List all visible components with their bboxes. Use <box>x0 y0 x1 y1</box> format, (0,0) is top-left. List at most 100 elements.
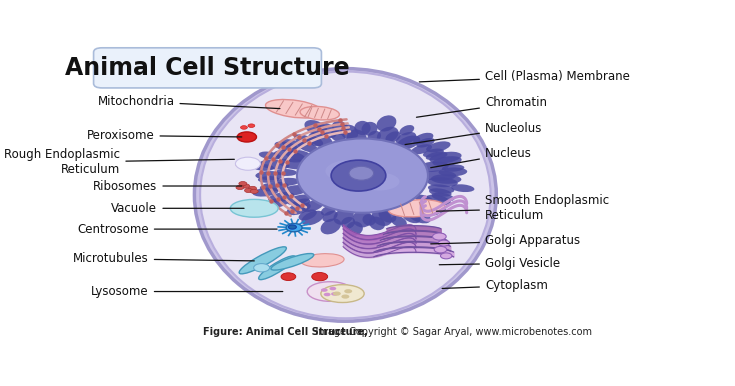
Ellipse shape <box>331 121 349 135</box>
Ellipse shape <box>387 204 404 216</box>
Ellipse shape <box>258 176 279 183</box>
Ellipse shape <box>259 256 295 280</box>
Ellipse shape <box>287 203 311 215</box>
Ellipse shape <box>304 120 327 136</box>
Ellipse shape <box>321 285 364 303</box>
Circle shape <box>236 163 244 167</box>
Ellipse shape <box>427 177 458 187</box>
Ellipse shape <box>385 131 401 143</box>
Ellipse shape <box>431 174 462 184</box>
Ellipse shape <box>194 69 496 321</box>
Ellipse shape <box>309 132 333 148</box>
FancyBboxPatch shape <box>93 48 321 88</box>
Text: Microtubules: Microtubules <box>73 252 254 265</box>
Ellipse shape <box>334 208 354 225</box>
Circle shape <box>434 246 447 253</box>
Ellipse shape <box>419 205 439 215</box>
Text: Rough Endoplasmic
Reticulum: Rough Endoplasmic Reticulum <box>4 148 234 176</box>
Text: Lysosome: Lysosome <box>91 285 283 298</box>
Circle shape <box>384 160 395 166</box>
Ellipse shape <box>271 254 314 270</box>
Text: Nucleus: Nucleus <box>431 147 532 168</box>
Ellipse shape <box>415 195 433 203</box>
Ellipse shape <box>408 210 431 223</box>
Text: Vacuole: Vacuole <box>112 202 244 215</box>
Circle shape <box>236 185 244 190</box>
Ellipse shape <box>346 221 363 236</box>
Text: Golgi Vesicle: Golgi Vesicle <box>440 257 560 270</box>
Circle shape <box>239 181 247 186</box>
Ellipse shape <box>376 115 396 132</box>
Circle shape <box>288 225 296 229</box>
Ellipse shape <box>268 192 295 202</box>
Circle shape <box>250 189 258 193</box>
Ellipse shape <box>301 211 324 225</box>
Circle shape <box>331 292 338 296</box>
Ellipse shape <box>353 210 372 227</box>
Ellipse shape <box>298 142 318 152</box>
Ellipse shape <box>331 130 345 142</box>
Text: Chromatin: Chromatin <box>417 96 547 117</box>
Ellipse shape <box>429 188 451 196</box>
Ellipse shape <box>379 209 396 223</box>
Ellipse shape <box>282 139 304 150</box>
Text: Centrosome: Centrosome <box>77 223 277 235</box>
Circle shape <box>438 240 450 246</box>
Circle shape <box>440 253 452 259</box>
Ellipse shape <box>260 182 289 191</box>
Ellipse shape <box>426 152 448 160</box>
Ellipse shape <box>340 125 359 140</box>
Ellipse shape <box>426 203 446 213</box>
Ellipse shape <box>439 168 467 176</box>
Ellipse shape <box>307 282 353 301</box>
Ellipse shape <box>349 166 373 180</box>
Text: Figure: Animal Cell Structure,: Figure: Animal Cell Structure, <box>203 327 368 337</box>
Circle shape <box>312 273 328 281</box>
Circle shape <box>379 157 387 161</box>
Ellipse shape <box>230 200 278 217</box>
Ellipse shape <box>300 107 340 120</box>
Ellipse shape <box>369 217 385 230</box>
Circle shape <box>245 188 253 193</box>
Text: Smooth Endoplasmic
Reticulum: Smooth Endoplasmic Reticulum <box>437 194 609 222</box>
Ellipse shape <box>279 159 309 169</box>
Ellipse shape <box>316 123 337 138</box>
Ellipse shape <box>285 149 314 161</box>
Circle shape <box>235 157 260 170</box>
Ellipse shape <box>298 210 317 220</box>
Text: Cell (Plasma) Membrane: Cell (Plasma) Membrane <box>420 69 630 83</box>
Circle shape <box>248 186 257 190</box>
Circle shape <box>432 233 446 240</box>
Ellipse shape <box>377 127 398 144</box>
Circle shape <box>323 293 331 296</box>
Ellipse shape <box>399 125 415 135</box>
Ellipse shape <box>259 152 281 160</box>
Ellipse shape <box>323 211 337 222</box>
Ellipse shape <box>280 185 309 196</box>
Ellipse shape <box>402 212 420 223</box>
Text: Image Copyright © Sagar Aryal, www.microbenotes.com: Image Copyright © Sagar Aryal, www.micro… <box>203 327 592 337</box>
Ellipse shape <box>396 135 420 150</box>
Ellipse shape <box>423 170 456 181</box>
Ellipse shape <box>275 178 300 186</box>
Ellipse shape <box>320 218 341 234</box>
Ellipse shape <box>294 134 314 146</box>
Ellipse shape <box>359 173 399 190</box>
Ellipse shape <box>301 254 344 267</box>
Ellipse shape <box>273 150 306 163</box>
Ellipse shape <box>265 198 290 208</box>
Ellipse shape <box>368 131 381 142</box>
Ellipse shape <box>411 144 432 154</box>
Ellipse shape <box>399 198 426 213</box>
Circle shape <box>239 159 250 165</box>
Ellipse shape <box>253 164 274 171</box>
Text: Cytoplasm: Cytoplasm <box>442 279 548 292</box>
Ellipse shape <box>388 200 445 217</box>
Text: Golgi Apparatus: Golgi Apparatus <box>431 235 580 247</box>
Circle shape <box>281 273 295 281</box>
Ellipse shape <box>372 210 392 226</box>
Circle shape <box>392 148 407 156</box>
Ellipse shape <box>297 139 428 213</box>
Ellipse shape <box>253 188 279 196</box>
Ellipse shape <box>451 184 474 192</box>
